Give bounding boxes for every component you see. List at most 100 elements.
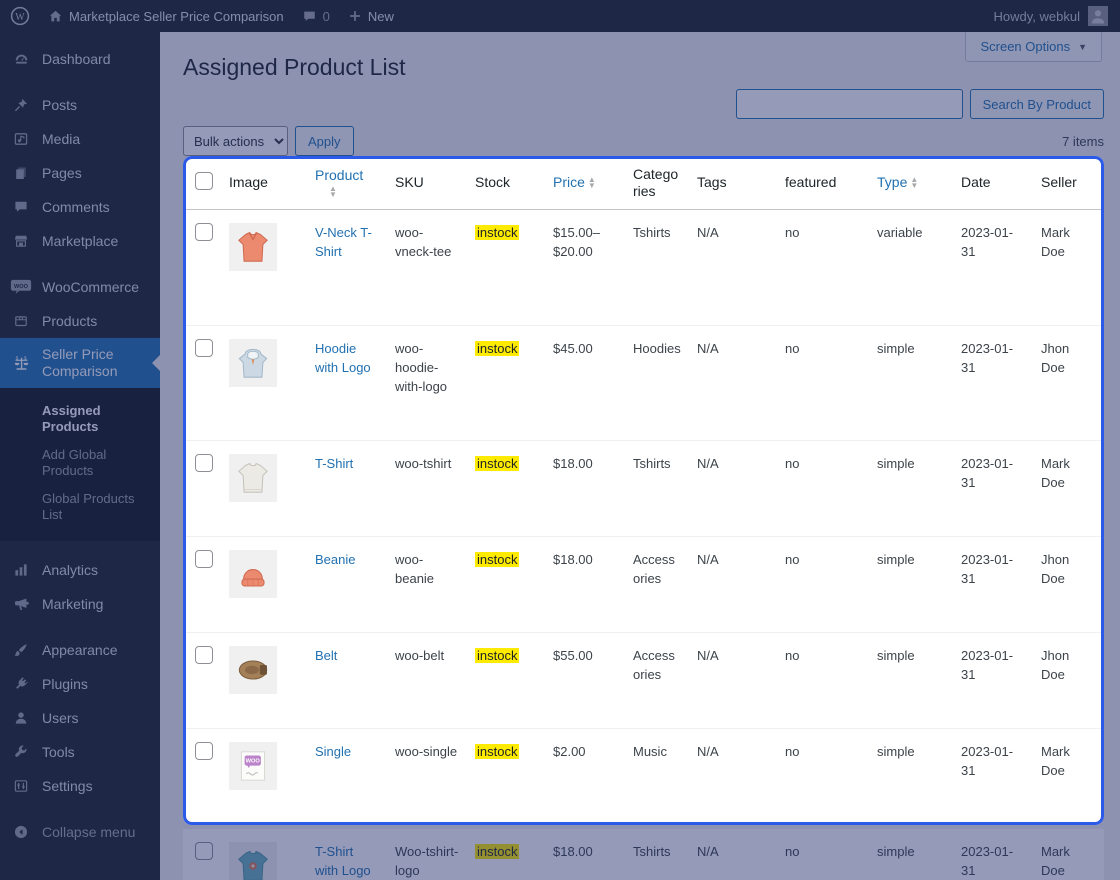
pin-icon — [10, 97, 32, 113]
categories-cell: Tshirts — [633, 844, 671, 859]
tags-cell: N/A — [697, 341, 719, 356]
sidebar-item-tools[interactable]: Tools — [0, 735, 160, 769]
submenu-item-assigned-products[interactable]: Assigned Products — [42, 403, 101, 434]
products-icon — [10, 313, 32, 329]
belt-image[interactable] — [229, 646, 277, 694]
megaphone-icon — [10, 596, 32, 613]
product-link[interactable]: T-Shirt with Logo — [315, 844, 371, 878]
sidebar-item-collapse-menu[interactable]: Collapse menu — [0, 815, 160, 849]
sidebar-item-settings[interactable]: Settings — [0, 769, 160, 803]
sidebar-item-plugins[interactable]: Plugins — [0, 667, 160, 701]
sidebar-item-products[interactable]: Products — [0, 304, 160, 338]
sidebar-item-analytics[interactable]: Analytics — [0, 553, 160, 587]
table-row: WOO Single woo-single instock $2.00 Music N/A n… — [183, 728, 1104, 821]
hoodie-image[interactable] — [229, 339, 277, 387]
media-icon — [10, 131, 32, 147]
sort-arrows-icon: ▲ ▼ — [329, 184, 337, 199]
vneck-tshirt-image[interactable] — [229, 223, 277, 271]
row-checkbox[interactable] — [195, 454, 213, 472]
table-header-row: Image Product ▲ ▼ SKU Stock Price ▲ ▼ Categories T… — [183, 156, 1104, 210]
stock-cell: instock — [467, 210, 545, 325]
product-link[interactable]: Belt — [315, 648, 338, 663]
sidebar-item-woocommerce[interactable]: WOO WooCommerce — [0, 270, 160, 304]
table-row: T-Shirt with Logo Woo-tshirt-logo instock $… — [183, 829, 1104, 880]
sidebar-item-label: WooCommerce — [42, 278, 139, 295]
sku-cell: woo-beanie — [395, 552, 435, 586]
sidebar-item-comments[interactable]: Comments — [0, 190, 160, 224]
product-link[interactable]: Beanie — [315, 552, 356, 567]
analytics-icon — [10, 562, 32, 578]
svg-text:WOO: WOO — [14, 284, 29, 290]
product-link[interactable]: T-Shirt — [315, 456, 354, 471]
product-link[interactable]: Single — [315, 744, 352, 759]
row-checkbox[interactable] — [195, 339, 213, 357]
site-menu[interactable]: Marketplace Seller Price Comparison — [48, 9, 284, 24]
sku-cell: woo-single — [395, 744, 458, 759]
featured-cell: no — [785, 844, 800, 859]
stock-status-badge: instock — [475, 456, 520, 471]
user-icon — [10, 710, 32, 726]
stock-status-badge: instock — [475, 844, 520, 859]
column-label: Image — [229, 174, 268, 190]
sidebar-item-dashboard[interactable]: Dashboard — [0, 42, 160, 76]
avatar — [1088, 6, 1108, 26]
row-checkbox[interactable] — [195, 742, 213, 760]
comment-bubble-icon — [302, 9, 317, 24]
wordpress-logo-icon[interactable]: W — [10, 6, 30, 26]
settings-icon — [10, 778, 32, 794]
tshirt-image[interactable] — [229, 454, 277, 502]
categories-cell: Accessories — [633, 648, 675, 682]
product-link[interactable]: Hoodie with Logo — [315, 341, 371, 375]
product-image-cell — [221, 326, 307, 440]
beanie-image[interactable] — [229, 550, 277, 598]
featured-cell: no — [785, 744, 800, 759]
bulk-actions-select[interactable]: Bulk actions — [183, 126, 288, 156]
search-by-product-button[interactable]: Search By Product — [969, 89, 1104, 119]
album-image[interactable]: WOO — [229, 742, 277, 790]
stock-cell: instock — [467, 326, 545, 440]
apply-button[interactable]: Apply — [295, 126, 354, 156]
screen-options-button[interactable]: Screen Options ▼ — [965, 32, 1102, 62]
row-checkbox[interactable] — [195, 842, 213, 860]
submenu-item-global-products-list[interactable]: Global Products List — [42, 491, 135, 522]
sidebar-item-posts[interactable]: Posts — [0, 88, 160, 122]
product-link[interactable]: V-Neck T-Shirt — [315, 225, 372, 259]
logo-tshirt-image[interactable] — [229, 842, 277, 880]
new-menu[interactable]: New — [348, 9, 394, 24]
sidebar-item-users[interactable]: Users — [0, 701, 160, 735]
row-select-cell — [187, 537, 221, 632]
price-cell: $18.00 — [553, 456, 593, 471]
row-checkbox[interactable] — [195, 550, 213, 568]
sidebar-item-label: Marketing — [42, 595, 104, 612]
row-checkbox[interactable] — [195, 223, 213, 241]
product-image-cell — [221, 441, 307, 536]
seller-cell: Mark Doe — [1041, 744, 1070, 778]
column-header-product[interactable]: Product ▲ ▼ — [307, 163, 387, 202]
column-header-select-all[interactable] — [187, 171, 221, 194]
column-label: Stock — [475, 174, 511, 190]
sidebar-item-media[interactable]: Media — [0, 122, 160, 156]
column-header-price[interactable]: Price ▲ ▼ — [545, 170, 625, 195]
select-all-checkbox[interactable] — [195, 171, 213, 190]
row-select-cell — [187, 633, 221, 728]
sidebar-item-appearance[interactable]: Appearance — [0, 633, 160, 667]
sidebar-item-marketplace[interactable]: Marketplace — [0, 224, 160, 258]
account-menu[interactable]: Howdy, webkul — [994, 6, 1108, 26]
column-label: Product — [315, 167, 364, 183]
sidebar-item-marketing[interactable]: Marketing — [0, 587, 160, 621]
column-header-type[interactable]: Type ▲ ▼ — [869, 170, 953, 195]
column-label: Price — [553, 174, 585, 190]
woocommerce-icon: WOO — [10, 279, 32, 295]
home-icon — [48, 9, 63, 24]
sidebar-item-pages[interactable]: Pages — [0, 156, 160, 190]
sidebar-item-label: Users — [42, 709, 79, 726]
stock-status-badge: instock — [475, 552, 520, 567]
submenu-item-add-global-products[interactable]: Add Global Products — [42, 447, 107, 478]
comments-menu[interactable]: 0 — [302, 9, 330, 24]
row-checkbox[interactable] — [195, 646, 213, 664]
featured-cell: no — [785, 552, 800, 567]
product-name-cell: Belt — [307, 633, 387, 728]
sidebar-item-seller-price-comparison[interactable]: $ $ Seller Price Comparison — [0, 338, 160, 388]
stock-status-badge: instock — [475, 341, 520, 356]
search-input[interactable] — [735, 89, 963, 119]
